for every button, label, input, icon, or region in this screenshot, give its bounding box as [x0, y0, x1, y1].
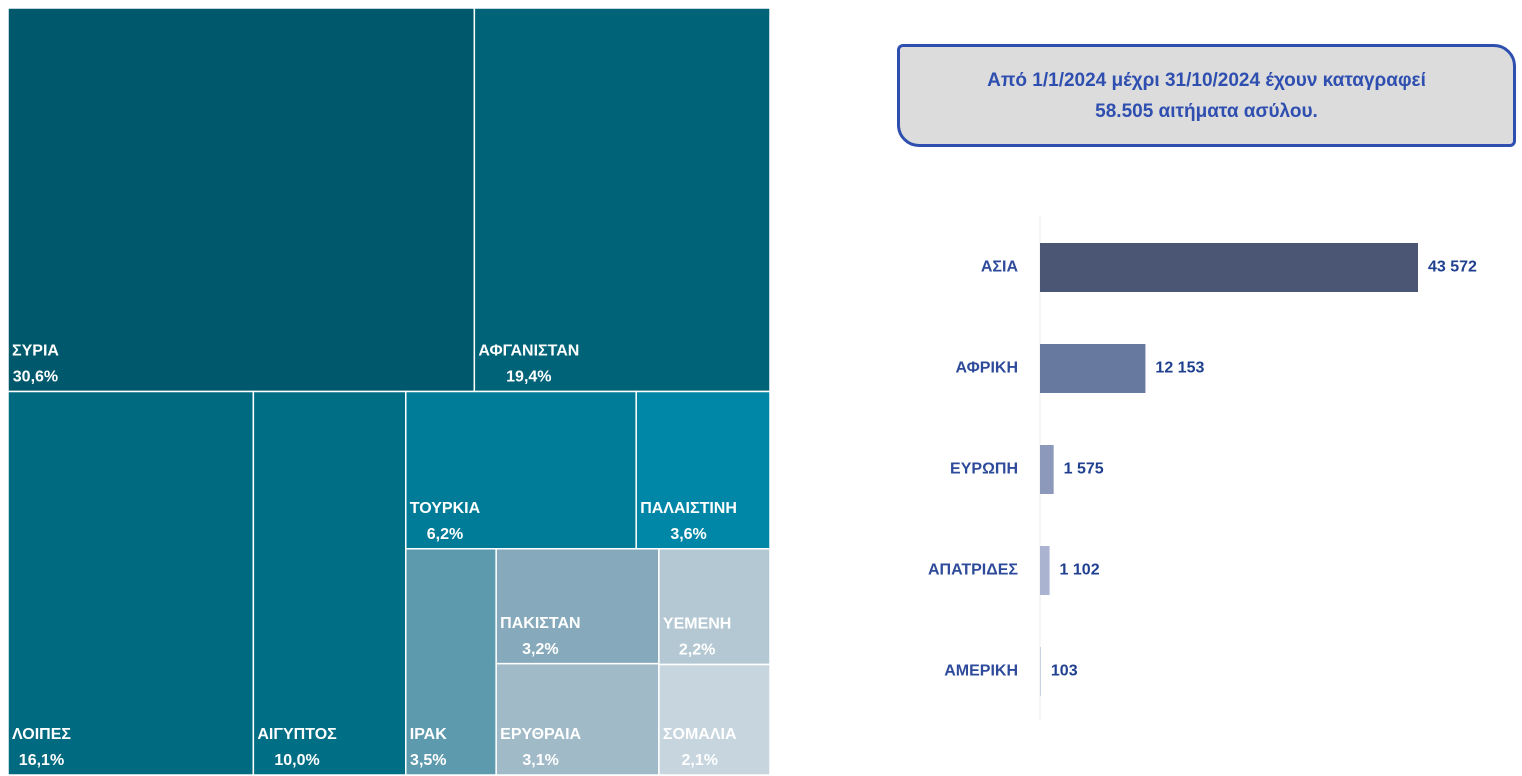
treemap-tile — [658, 548, 771, 666]
value-label: 1 575 — [1064, 461, 1104, 478]
tile-value: 3,1% — [522, 752, 558, 769]
note-text: Από 1/1/2024 μέχρι 31/10/2024 έχουν κατα… — [987, 69, 1426, 122]
tile-value: 3,6% — [670, 526, 706, 543]
treemap-tile — [635, 390, 771, 550]
value-label: 1 102 — [1060, 562, 1100, 579]
bar — [1040, 243, 1418, 292]
category-label: ΑΦΡΙΚΗ — [956, 360, 1018, 377]
tile-label: ΕΡΥΘΡΑΙΑ — [500, 726, 581, 743]
category-label: ΑΣΙΑ — [981, 259, 1019, 276]
treemap-tile — [495, 662, 660, 776]
value-label: 43 572 — [1428, 259, 1477, 276]
tile-value: 30,6% — [13, 369, 58, 386]
tile-value: 3,5% — [410, 752, 446, 769]
treemap-tile — [658, 663, 771, 776]
tile-label: ΣΥΡΙΑ — [12, 343, 59, 360]
tile-label: ΤΟΥΡΚΙΑ — [410, 500, 481, 517]
tile-label: ΛΟΙΠΕΣ — [12, 726, 71, 743]
bar — [1040, 344, 1146, 393]
treemap-tile — [495, 548, 660, 665]
tile-label: ΠΑΚΙΣΤΑΝ — [500, 615, 580, 632]
treemap-tile — [473, 7, 771, 393]
tile-label: ΑΦΓΑΝΙΣΤΑΝ — [478, 343, 579, 360]
tile-label: ΑΙΓΥΠΤΟΣ — [257, 726, 337, 743]
tile-value: 2,2% — [679, 642, 715, 659]
tile-label: ΥΕΜΕΝΗ — [663, 616, 731, 633]
tile-label: ΠΑΛΑΙΣΤΙΝΗ — [640, 500, 737, 517]
category-label: ΑΠΑΤΡΙΔΕΣ — [928, 562, 1018, 579]
tile-label: ΣΟΜΑΛΙΑ — [663, 726, 737, 743]
treemap-tile — [7, 7, 476, 393]
bar — [1040, 647, 1041, 696]
tile-value: 2,1% — [681, 752, 717, 769]
tile-value: 16,1% — [19, 752, 64, 769]
category-label: ΕΥΡΩΠΗ — [950, 461, 1018, 478]
category-label: ΑΜΕΡΙΚΗ — [944, 663, 1018, 680]
value-label: 12 153 — [1155, 360, 1204, 377]
treemap-tile — [7, 390, 255, 776]
bar — [1040, 445, 1054, 494]
treemap-tile — [405, 390, 637, 550]
tile-label: ΙΡΑΚ — [410, 726, 447, 743]
bar — [1040, 546, 1050, 595]
tile-value: 19,4% — [506, 369, 551, 386]
tile-value: 10,0% — [274, 752, 319, 769]
treemap-tile — [252, 390, 407, 776]
tile-value: 6,2% — [427, 526, 463, 543]
value-label: 103 — [1051, 663, 1078, 680]
tile-value: 3,2% — [522, 641, 558, 658]
note-box: Από 1/1/2024 μέχρι 31/10/2024 έχουν κατα… — [897, 44, 1516, 147]
